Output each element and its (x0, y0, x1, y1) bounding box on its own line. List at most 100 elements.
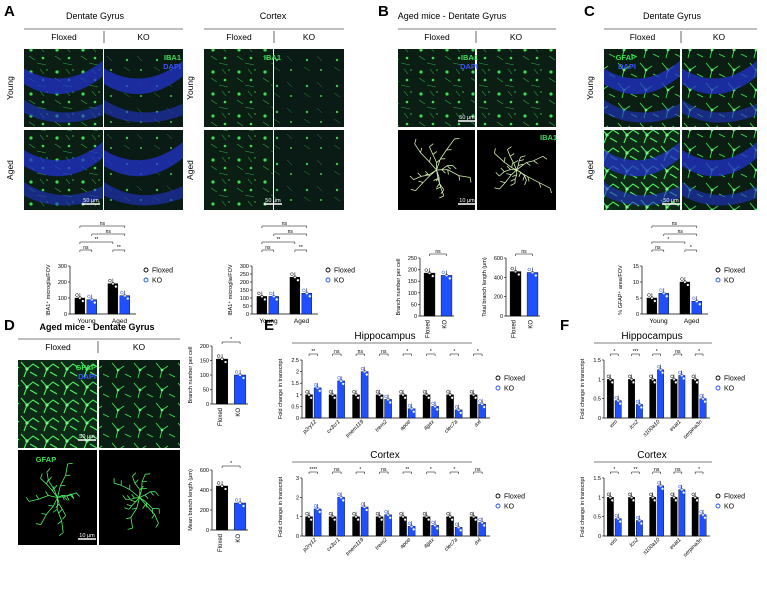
panel-d-top-stain-1: GFAP (76, 363, 96, 372)
d-floxed-tracing (18, 450, 97, 545)
chart-b-branch-ytick-label-5: 250 (408, 256, 417, 262)
chart-d-branch-ytick-label-3: 150 (200, 359, 209, 365)
chart-f-hippo-ytick-label-3: 1.5 (593, 358, 601, 364)
chart-a-ctx-legend-label-0: Floxed (334, 268, 355, 275)
chart-d-branch-ytick-label-0: 0 (206, 402, 209, 408)
chart-d-length-bar-1-point-0 (234, 498, 239, 502)
chart-c-gfap-sig-5-label: ns (672, 221, 678, 227)
chart-e-hippo-bar-7-0-point-2 (474, 396, 478, 400)
chart-a-ctx-ytick-label-2: 100 (240, 296, 249, 302)
chart-e-ctx-bar-6-1-point-0 (454, 522, 459, 526)
chart-a-dg-sig-4-bracket (91, 233, 126, 236)
panel-a-ctx-row-young: Young (185, 76, 195, 100)
chart-a-ctx-group-label-0: Young (259, 318, 278, 325)
chart-e-ctx-bar-1-1-point-2 (341, 498, 345, 502)
chart-e-hippo-bar-6-1-point-2 (459, 411, 463, 415)
chart-b-length-ytick-label-3: 600 (494, 256, 503, 262)
chart-a-ctx-bar-1-0-point-2 (296, 278, 300, 282)
chart-f-ctx-bar-3-1-point-2 (682, 490, 686, 495)
chart-e-ctx-bar-5-1-point-2 (435, 526, 439, 531)
panel-b-letter: B (378, 3, 389, 20)
chart-f-hippo-sig-2-bracket (652, 353, 661, 356)
chart-e-hippo-bar-6-1-point-0 (454, 405, 459, 409)
chart-a-dg-sig-3-bracket (112, 249, 126, 252)
chart-a-ctx: 0 50 100 150 200 250 300 IBA1⁺ microglia/FOV You… (227, 221, 355, 325)
chart-d-branch-bar-0-point-0 (216, 354, 221, 358)
a-dg-young-floxed-dapi-band (24, 60, 103, 95)
chart-e-ctx-sig-4-label: ** (405, 467, 409, 473)
chart-f-ctx-bar-3-1 (678, 489, 686, 537)
chart-e-hippo-bar-4-1-point-0 (407, 404, 412, 408)
chart-e-ctx-gene-2: tmem119 (345, 537, 365, 557)
chart-c-gfap-sig-4-label: ns (678, 229, 684, 235)
chart-c-gfap-group-label-1: Aged (684, 318, 700, 325)
chart-e-ctx-sig-5-bracket (426, 471, 436, 474)
chart-e-hippo-sig-5-label: * (430, 349, 432, 355)
chart-a-ctx-sig-4-label: ns (288, 229, 294, 235)
chart-e-hippo-bar-1-0-point-0 (328, 390, 333, 394)
chart-a-ctx-sig-5-bracket (261, 225, 308, 228)
chart-d-length-sig-bracket (221, 465, 241, 468)
b-floxed-micrograph-image (398, 49, 475, 127)
chart-e-hippo-sig-7-bracket (473, 353, 483, 356)
chart-e-ctx-bar-1-1 (337, 497, 345, 537)
chart-f-hippo-bar-1-1-point-0 (635, 399, 640, 404)
chart-a-ctx-bar-0-1-point-0 (269, 291, 273, 296)
chart-f-ctx-legend-label-0: Floxed (724, 494, 745, 501)
chart-e-ctx-gene-5: itgax (423, 537, 436, 550)
chart-d-length-ytick-label-0: 0 (206, 528, 209, 534)
chart-e-ctx-bar-4-1-point-2 (412, 527, 416, 531)
chart-e-ctx-sig-4-bracket (402, 471, 412, 474)
chart-e-hippo-gene-7: axl (473, 419, 483, 429)
chart-f-hippo-bar-1-0 (628, 379, 635, 419)
chart-e-hippo-bar-3-1-point-2 (388, 400, 392, 405)
chart-f-hippo-bar-3-1 (678, 375, 686, 419)
chart-e-hippo-bar-2-1-point-2 (365, 372, 369, 377)
a-dg-aged-floxed-dapi-band (24, 142, 103, 177)
chart-b-branch-bar-1-point-0 (441, 270, 445, 275)
panel-c-row-young: Young (585, 76, 595, 100)
chart-f-hippo-bar-3-1-point-2 (682, 376, 686, 381)
chart-e-ctx-bar-7-0-point-2 (474, 518, 478, 522)
chart-c-gfap-sig-2-label: * (667, 237, 669, 243)
b-floxed-tracing (398, 130, 475, 210)
chart-c-gfap-legend-label-0: Floxed (724, 268, 745, 275)
chart-a-dg-bar-1-1-point-0 (120, 290, 124, 295)
chart-d-branch: 0 50 100 150 200 Branch number per cell Floxed… (188, 337, 248, 426)
chart-e-hippo-legend-label-0: Floxed (504, 376, 525, 383)
chart-c-gfap-legend-label-1: KO (724, 278, 735, 285)
chart-c-gfap-bar-0-0-point-2 (653, 299, 657, 303)
chart-e-ctx-bar-5-1-point-0 (431, 520, 435, 525)
chart-e-ctx-bar-0-1-point-2 (318, 510, 322, 514)
a-ctx-young-floxed (204, 49, 273, 127)
chart-a-ctx-bar-0-0-point-0 (257, 291, 261, 296)
chart-f-ctx-sig-1-bracket (631, 471, 640, 474)
chart-f-hippo-bar-2-1-point-0 (657, 365, 661, 369)
chart-a-ctx-ylabel: IBA1⁺ microglia/FOV (227, 264, 234, 316)
chart-e-hippo-legend-marker-0 (495, 375, 501, 381)
chart-e-hippo-sig-1-label: ns (334, 349, 340, 355)
chart-e-hippo-sig-3-label: ns (381, 349, 387, 355)
chart-e-ctx-sig-6-label: * (453, 467, 455, 473)
chart-f-ctx-bar-3-0 (670, 497, 678, 537)
chart-f-ctx-bar-2-1 (657, 485, 665, 537)
b-ko-tracing-branches (494, 146, 552, 194)
chart-c-gfap-ytick-label-1: 5 (636, 296, 639, 302)
chart-f-ctx-sig-2-label: ns (654, 467, 660, 473)
chart-c-gfap-bar-0-1-point-0 (659, 288, 663, 292)
chart-e-hippo: 0 0.5 1 1.5 2 2.5 Fold change in transcript p2r… (278, 349, 525, 439)
c-young-floxed-dapi-band (604, 60, 680, 95)
a-dg-young-ko (104, 49, 183, 127)
a-ctx-aged-floxed-image (204, 130, 273, 210)
chart-e-hippo-sig-6-bracket (449, 353, 459, 356)
chart-d-branch-ytick-label-2: 100 (200, 373, 209, 379)
chart-f-ctx-gene-4: serpina3n (682, 537, 703, 558)
chart-b-branch-ytick-label-1: 50 (411, 302, 417, 308)
chart-c-gfap-group-label-0: Young (649, 318, 668, 325)
chart-b-length-bar-1-point-2 (534, 273, 538, 278)
chart-e-hippo-bar-0-0-point-2 (309, 396, 313, 400)
chart-a-ctx-legend-marker-1 (325, 277, 331, 283)
chart-f-ctx-bar-1-0-point-0 (628, 492, 632, 496)
